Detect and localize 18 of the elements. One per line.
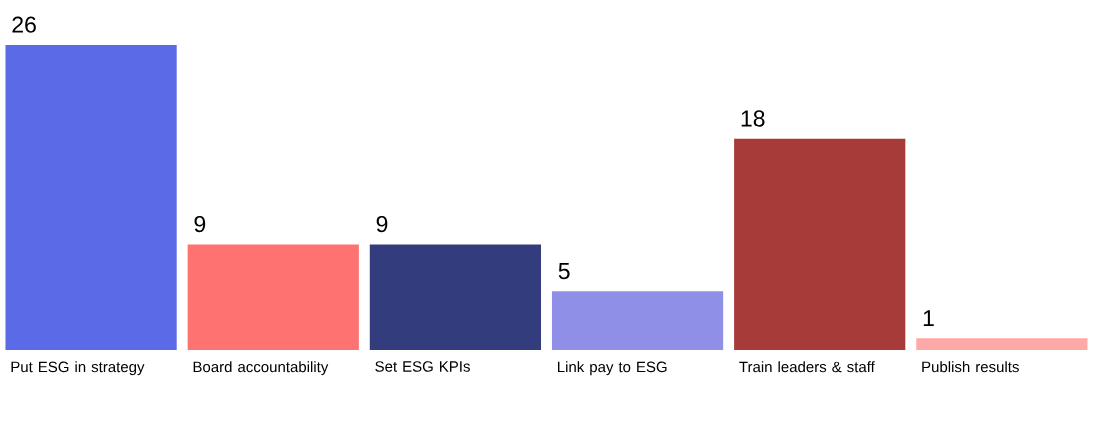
x-tick-label: Board accountability: [193, 361, 329, 376]
data-label: 26: [12, 16, 36, 33]
bar: [734, 138, 906, 350]
bar: [551, 291, 724, 350]
data-label: 9: [376, 215, 388, 233]
x-tick-label: Train leaders & staff: [739, 361, 875, 373]
bar: [916, 338, 1088, 350]
bar: [5, 44, 177, 350]
data-label: 5: [558, 263, 570, 280]
data-label: 9: [194, 215, 206, 233]
x-tick-label: Publish results: [922, 361, 1019, 373]
x-tick-label: Put ESG in strategy: [11, 361, 145, 376]
bar: [187, 244, 359, 350]
data-label: 1: [923, 310, 934, 327]
x-tick-label: Link pay to ESG: [557, 361, 667, 376]
x-tick-label: Set ESG KPIs: [375, 361, 470, 372]
data-label: 18: [741, 110, 765, 127]
bar: [369, 244, 542, 350]
